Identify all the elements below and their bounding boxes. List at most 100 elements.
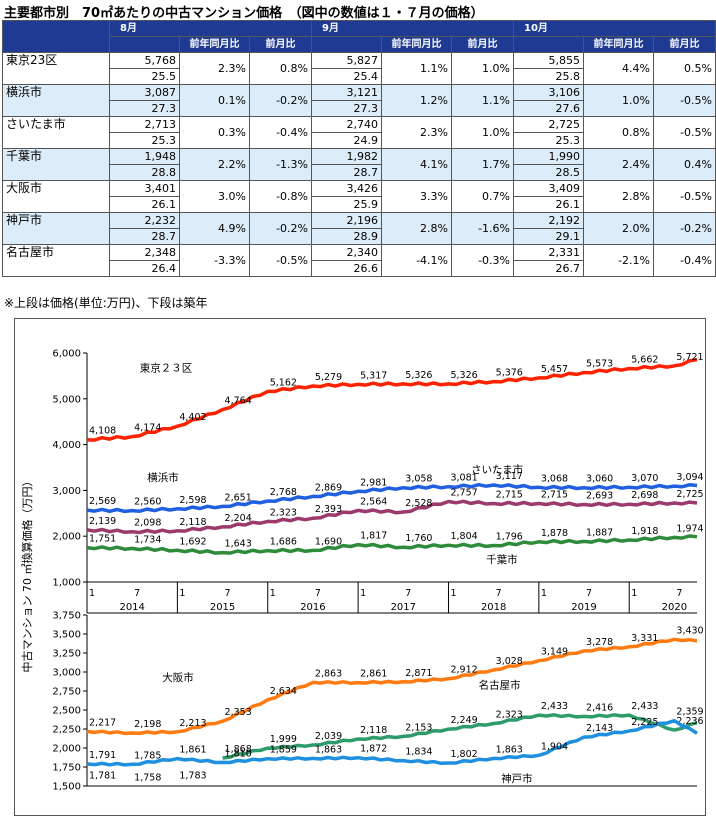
upper-data-label: 2,139 xyxy=(89,516,116,527)
table-row: さいたま市 2,713 0.3% -0.4% 2,740 2.3% 1.0% 2,725 0.8… xyxy=(2,116,716,149)
age-cell: 25.4 xyxy=(311,68,382,85)
upper-data-label: 1,692 xyxy=(179,536,206,547)
lower-data-label: 2,213 xyxy=(179,718,206,729)
upper-data-label: 2,393 xyxy=(315,504,342,515)
yoy-cell: 2.3% xyxy=(381,116,452,149)
header-blank xyxy=(109,36,180,53)
age-cell: 29.1 xyxy=(513,228,584,245)
yoy-cell: 2.8% xyxy=(583,180,654,213)
upper-data-label: 4,108 xyxy=(89,426,116,437)
price-table: 8月 9月 10月 前年同月比 前月比 前年同月比 前月比 前年同月比 前月比 東京23区… xyxy=(2,20,716,277)
price-cell: 2,348 xyxy=(109,244,180,261)
upper-series-name: さいたま市 xyxy=(471,463,523,476)
price-cell: 2,740 xyxy=(311,116,382,133)
price-cell: 1,982 xyxy=(311,148,382,165)
price-cell: 1,948 xyxy=(109,148,180,165)
x-month-label: 1 xyxy=(360,588,366,599)
upper-data-label: 5,279 xyxy=(315,372,342,383)
upper-data-label: 5,662 xyxy=(631,354,658,365)
upper-data-label: 2,981 xyxy=(360,477,387,488)
upper-data-label: 1,734 xyxy=(134,534,161,545)
upper-data-label: 3,060 xyxy=(586,474,613,485)
yoy-cell: 0.1% xyxy=(179,84,250,117)
lower-data-label: 3,430 xyxy=(676,625,703,636)
age-cell: 25.5 xyxy=(109,68,180,85)
lower-series-line xyxy=(222,713,698,760)
upper-y-tick-label: 2,000 xyxy=(52,532,81,543)
upper-series-line xyxy=(86,482,698,514)
yoy-cell: 1.0% xyxy=(583,84,654,117)
age-cell: 25.8 xyxy=(513,68,584,85)
upper-data-label: 1,974 xyxy=(676,523,703,534)
age-cell: 28.9 xyxy=(311,228,382,245)
lower-data-label: 2,871 xyxy=(405,668,432,679)
x-month-label: 1 xyxy=(450,588,456,599)
price-cell: 5,827 xyxy=(311,52,382,69)
upper-data-label: 2,323 xyxy=(270,507,297,518)
lower-y-tick-label: 1,750 xyxy=(52,763,81,774)
upper-series-line xyxy=(86,499,698,535)
lower-data-label: 2,225 xyxy=(631,717,658,728)
x-month-label: 1 xyxy=(270,588,276,599)
upper-data-label: 3,058 xyxy=(405,474,432,485)
upper-data-label: 2,693 xyxy=(586,490,613,501)
age-cell: 26.1 xyxy=(513,196,584,213)
lower-data-label: 2,433 xyxy=(541,701,568,712)
lower-series-name: 神戸市 xyxy=(501,772,532,785)
lower-data-label: 3,331 xyxy=(631,633,658,644)
header-mom: 前月比 xyxy=(451,36,514,53)
table-row-age: 26.4 26.6 26.7 xyxy=(3,260,716,277)
upper-data-label: 2,768 xyxy=(270,487,297,498)
mom-cell: 0.8% xyxy=(249,52,312,85)
table-row: 神戸市 2,232 4.9% -0.2% 2,196 2.8% -1.6% 2,192 2.0%… xyxy=(2,212,716,245)
x-year-label: 2020 xyxy=(662,602,687,613)
upper-data-label: 2,869 xyxy=(315,482,342,493)
age-cell: 25.9 xyxy=(311,196,382,213)
yoy-cell: 2.4% xyxy=(583,148,654,181)
yoy-cell: -3.3% xyxy=(179,244,250,277)
header-month-2: 9月 xyxy=(311,20,514,37)
lower-data-label: 1,863 xyxy=(315,744,342,755)
lower-data-label: 1,785 xyxy=(134,750,161,761)
header-yoy: 前年同月比 xyxy=(583,36,654,53)
mom-cell: 0.7% xyxy=(451,180,514,213)
mom-cell: 1.1% xyxy=(451,84,514,117)
header-month-3: 10月 xyxy=(513,20,716,37)
yoy-cell: 1.2% xyxy=(381,84,452,117)
upper-data-label: 3,068 xyxy=(541,473,568,484)
lower-data-label: 1,758 xyxy=(134,772,161,783)
upper-data-label: 4,174 xyxy=(134,423,161,434)
x-month-label: 1 xyxy=(179,588,185,599)
table-row: 千葉市 1,948 2.2% -1.3% 1,982 4.1% 1.7% 1,990 2.4% 0… xyxy=(2,148,716,181)
lower-data-label: 2,416 xyxy=(586,702,613,713)
mom-cell: -1.3% xyxy=(249,148,312,181)
yoy-cell: -2.1% xyxy=(583,244,654,277)
lower-y-tick-label: 1,500 xyxy=(52,782,81,793)
lower-data-label: 1,999 xyxy=(270,734,297,745)
header-mom: 前月比 xyxy=(249,36,312,53)
table-row: 東京23区 5,768 2.3% 0.8% 5,827 1.1% 1.0% 5,855 4.4%… xyxy=(2,52,716,85)
table-note: ※上段は価格(単位:万円)、下段は築年 xyxy=(4,296,208,310)
yoy-cell: 4.1% xyxy=(381,148,452,181)
mom-cell: 1.7% xyxy=(451,148,514,181)
age-cell: 26.6 xyxy=(311,260,382,277)
upper-data-label: 2,098 xyxy=(134,518,161,529)
city-name: 大阪市 xyxy=(2,180,110,213)
mom-cell: -0.5% xyxy=(653,84,716,117)
lower-data-label: 2,863 xyxy=(315,668,342,679)
upper-data-label: 2,569 xyxy=(89,496,116,507)
age-cell: 26.1 xyxy=(109,196,180,213)
upper-data-label: 5,317 xyxy=(360,370,387,381)
lower-data-label: 1,868 xyxy=(225,744,252,755)
x-month-label: 7 xyxy=(405,588,411,599)
header-mom: 前月比 xyxy=(653,36,716,53)
upper-y-tick-label: 6,000 xyxy=(52,349,81,360)
yoy-cell: 2.8% xyxy=(381,212,452,245)
upper-data-label: 2,757 xyxy=(450,488,477,499)
lower-data-label: 1,861 xyxy=(179,745,206,756)
upper-data-label: 1,760 xyxy=(405,533,432,544)
price-cell: 3,121 xyxy=(311,84,382,101)
table-row: 大阪市 3,401 3.0% -0.8% 3,426 3.3% 0.7% 3,409 2.8% -… xyxy=(2,180,716,213)
price-cell: 5,855 xyxy=(513,52,584,69)
lower-data-label: 2,039 xyxy=(315,731,342,742)
